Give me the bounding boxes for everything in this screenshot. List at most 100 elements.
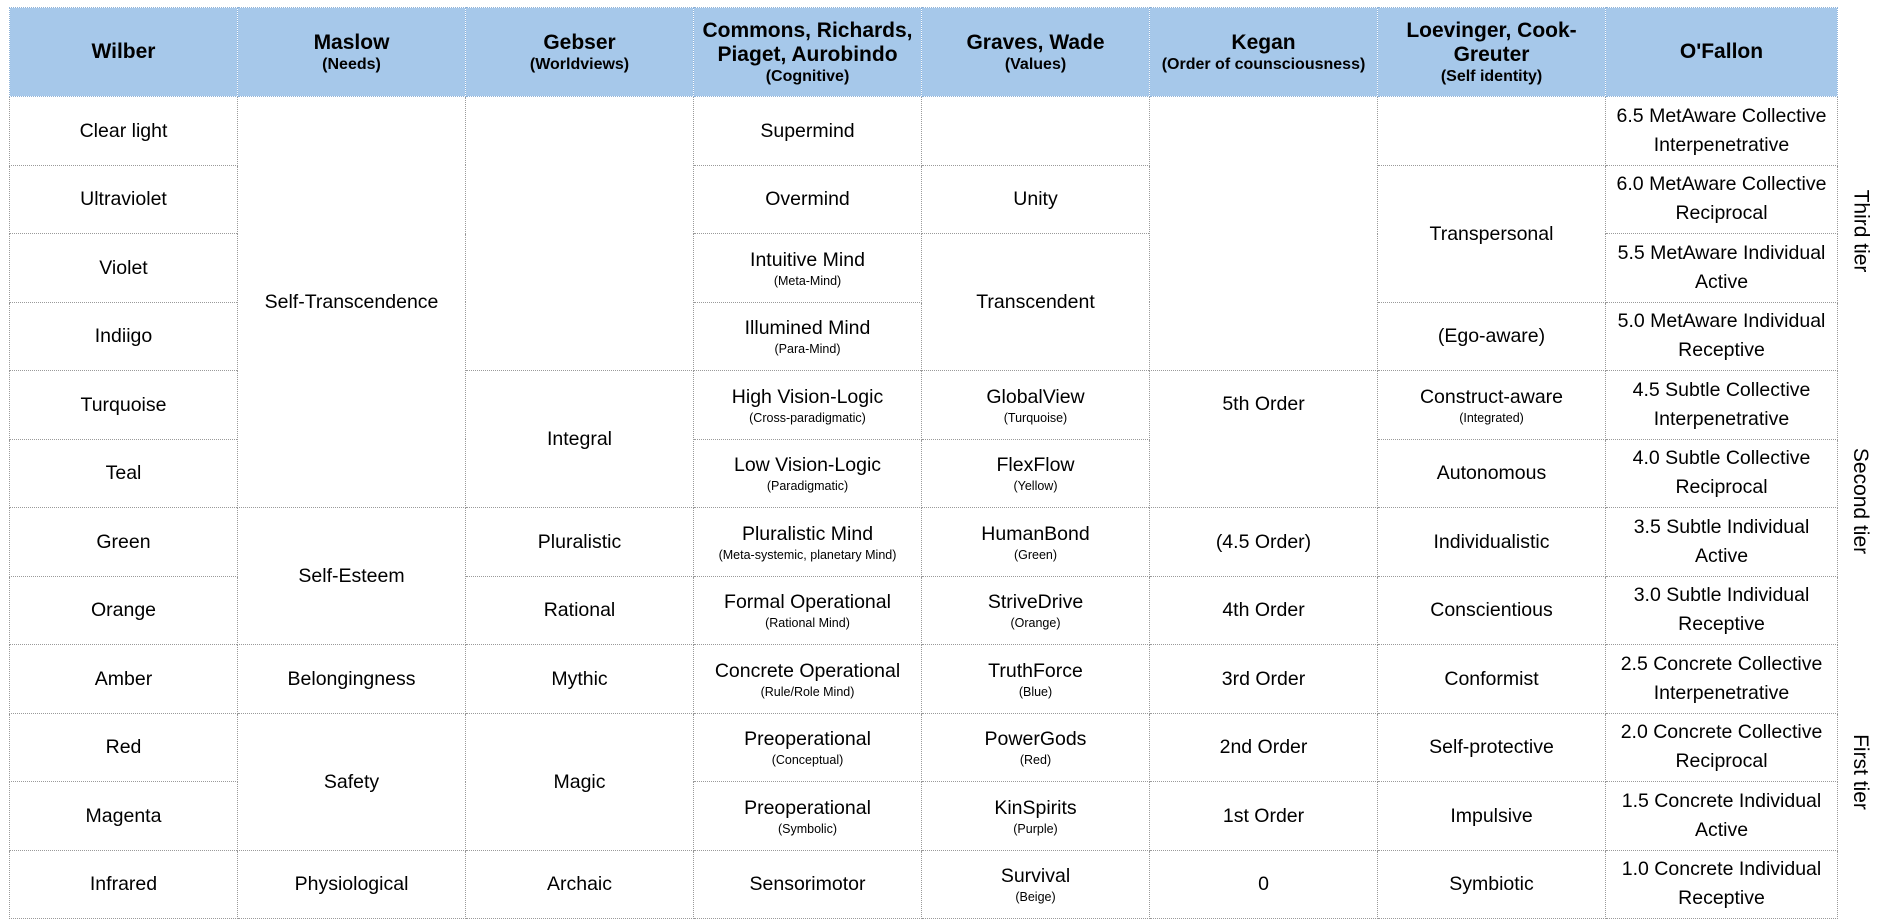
- ofallon-cell: 4.0 Subtle Collective Reciprocal: [1605, 438, 1838, 508]
- ofallon-line: Reciprocal: [1675, 202, 1768, 225]
- cognitive-main: Low Vision-Logic: [733, 454, 882, 477]
- cognitive-cell: Preoperational (Conceptual): [693, 712, 922, 782]
- loevinger-cell: Conscientious: [1377, 575, 1606, 645]
- values-cell: Survival (Beige): [921, 849, 1150, 919]
- maslow-cell: Self-Transcendence: [237, 96, 466, 508]
- table-row: Violet Intuitive Mind (Meta-Mind) Transce…: [9, 233, 1838, 371]
- ofallon-cell: 2.0 Concrete Collective Reciprocal: [1605, 712, 1838, 782]
- values-cell: KinSpirits (Purple): [921, 781, 1150, 851]
- kegan-cell: 2nd Order: [1149, 712, 1378, 782]
- loevinger-main: Conformist: [1444, 667, 1539, 690]
- header-maslow: Maslow (Needs): [237, 7, 466, 97]
- loevinger-sub: (Integrated): [1459, 410, 1524, 425]
- table-row: Red Safety Magic Preoperational (Conceptu…: [9, 712, 1838, 851]
- cognitive-main: Supermind: [760, 119, 855, 142]
- ofallon-line: Interpenetrative: [1653, 681, 1790, 704]
- loevinger-cell: Impulsive: [1377, 781, 1606, 851]
- header-subtitle: (Worldviews): [529, 55, 630, 73]
- ofallon-cell: 6.5 MetAware Collective Interpenetrative: [1605, 96, 1838, 166]
- cognitive-cell: Illumined Mind (Para-Mind): [693, 301, 922, 371]
- loevinger-main: (Ego-aware): [1437, 325, 1546, 348]
- header-row: Wilber Maslow (Needs) Gebser (Worldviews) …: [9, 7, 1838, 97]
- cognitive-sub: (Meta-systemic, planetary Mind): [718, 547, 897, 562]
- ofallon-line: 1.5 Concrete Individual: [1621, 789, 1822, 812]
- ofallon-line: 6.0 MetAware Collective: [1616, 173, 1827, 196]
- values-main: FlexFlow: [996, 454, 1075, 477]
- wilber-cell: Orange: [9, 575, 238, 645]
- values-sub: (Turquoise): [1003, 410, 1068, 425]
- wilber-cell: Ultraviolet: [9, 164, 238, 234]
- wilber-cell: Teal: [9, 438, 238, 508]
- header-kegan: Kegan (Order of counsciousness): [1149, 7, 1378, 97]
- ofallon-cell: 1.0 Concrete Individual Receptive: [1605, 849, 1838, 919]
- tier-text: Third tier: [1849, 189, 1873, 273]
- values-sub: (Beige): [1015, 890, 1056, 905]
- table-row: Turquoise Integral High Vision-Logic (Cro…: [9, 370, 1838, 508]
- values-sub: (Orange): [1010, 616, 1061, 631]
- tier-label-third: Third tier: [1840, 96, 1880, 366]
- values-main: GlobalView: [986, 385, 1085, 408]
- cognitive-main: Pluralistic Mind: [741, 522, 874, 545]
- ofallon-line: Active: [1694, 544, 1749, 567]
- gebser-cell: Magic: [465, 712, 694, 851]
- kegan-cell: (4.5 Order): [1149, 507, 1378, 577]
- cognitive-sub: (Para-Mind): [774, 342, 841, 357]
- cognitive-cell: Low Vision-Logic (Paradigmatic): [693, 438, 922, 508]
- cognitive-sub: (Symbolic): [777, 821, 838, 836]
- ofallon-line: 3.0 Subtle Individual: [1633, 584, 1810, 607]
- header-subtitle: (Order of counsciousness): [1161, 55, 1366, 73]
- gebser-cell: Rational: [465, 575, 694, 645]
- values-cell: TruthForce (Blue): [921, 644, 1150, 714]
- gebser-cell: Archaic: [465, 849, 694, 919]
- values-main: Transcendent: [976, 291, 1095, 313]
- ofallon-line: 6.5 MetAware Collective: [1616, 104, 1827, 127]
- tier-label-first: First tier: [1840, 636, 1880, 908]
- cognitive-main: Overmind: [765, 188, 850, 211]
- kegan-cell-empty: [1149, 96, 1378, 371]
- table-row: Orange Rational Formal Operational (Ratio…: [9, 575, 1838, 645]
- values-sub: (Yellow): [1013, 479, 1058, 494]
- values-main: Survival: [1000, 865, 1071, 888]
- ofallon-cell: 4.5 Subtle Collective Interpenetrative: [1605, 370, 1838, 440]
- tier-text: First tier: [1849, 734, 1873, 810]
- cognitive-main: Preoperational: [744, 728, 871, 751]
- values-main: KinSpirits: [994, 796, 1077, 819]
- tier-label-second: Second tier: [1840, 366, 1880, 636]
- header-title: Wilber: [91, 40, 156, 63]
- loevinger-cell: Individualistic: [1377, 507, 1606, 577]
- maslow-cell: Self-Esteem: [237, 507, 466, 645]
- maslow-cell: Belongingness: [237, 644, 466, 714]
- header-subtitle: (Self identity): [1440, 67, 1543, 85]
- header-wilber: Wilber: [9, 7, 238, 97]
- loevinger-cell: Self-protective: [1377, 712, 1606, 782]
- cognitive-sub: (Meta-Mind): [773, 273, 842, 288]
- cognitive-main: Concrete Operational: [714, 659, 901, 682]
- ofallon-cell: 2.5 Concrete Collective Interpenetrative: [1605, 644, 1838, 714]
- cognitive-sub: (Cross-paradigmatic): [749, 410, 866, 425]
- cognitive-cell: Sensorimotor: [693, 849, 922, 919]
- wilber-cell: Infrared: [9, 849, 238, 919]
- table-row: Indiigo Illumined Mind (Para-Mind) (Ego-a…: [9, 301, 1838, 371]
- loevinger-cell: Conformist: [1377, 644, 1606, 714]
- loevinger-cell-empty: [1377, 96, 1606, 166]
- header-subtitle: (Values): [1004, 55, 1067, 73]
- cognitive-main: Intuitive Mind: [750, 248, 865, 271]
- kegan-cell: 4th Order: [1149, 575, 1378, 645]
- header-ofallon: O'Fallon: [1605, 7, 1838, 97]
- values-main: TruthForce: [988, 659, 1083, 682]
- values-cell-empty: [921, 96, 1150, 166]
- header-gebser: Gebser (Worldviews): [465, 7, 694, 97]
- values-cell: HumanBond (Green): [921, 507, 1150, 577]
- cognitive-sub: (Rational Mind): [765, 616, 850, 631]
- ofallon-line: 4.5 Subtle Collective: [1632, 378, 1811, 401]
- wilber-cell: Violet: [9, 233, 238, 303]
- wilber-cell: Amber: [9, 644, 238, 714]
- header-title: Kegan: [1231, 30, 1296, 54]
- cognitive-cell: Formal Operational (Rational Mind): [693, 575, 922, 645]
- loevinger-main: Self-protective: [1429, 736, 1554, 759]
- cognitive-main: Illumined Mind: [744, 317, 871, 340]
- ofallon-line: Reciprocal: [1675, 750, 1768, 773]
- header-subtitle: (Needs): [322, 55, 381, 73]
- cognitive-main: Sensorimotor: [749, 873, 866, 896]
